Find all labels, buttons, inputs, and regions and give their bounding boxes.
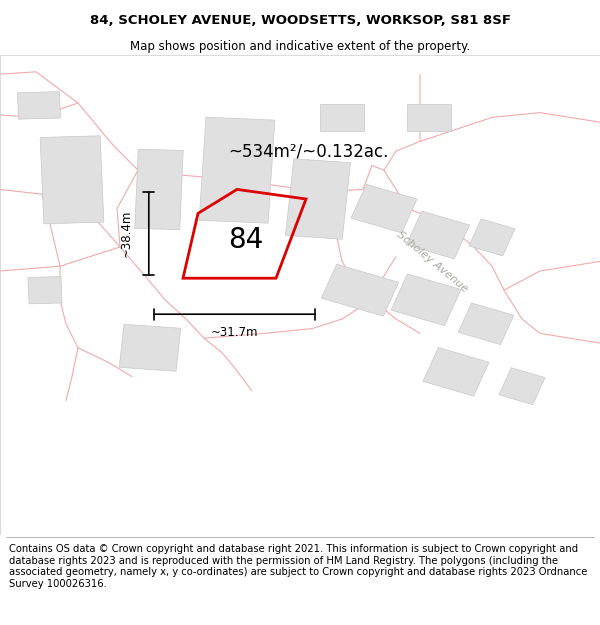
- Text: ~31.7m: ~31.7m: [211, 326, 259, 339]
- Polygon shape: [40, 136, 104, 224]
- Text: 84: 84: [229, 226, 263, 254]
- Polygon shape: [406, 211, 470, 259]
- Polygon shape: [351, 184, 417, 233]
- Polygon shape: [391, 274, 461, 326]
- Text: Scholey Avenue: Scholey Avenue: [395, 229, 469, 294]
- Polygon shape: [321, 264, 399, 316]
- Polygon shape: [135, 149, 183, 229]
- Polygon shape: [499, 368, 545, 404]
- Polygon shape: [423, 348, 489, 396]
- Text: ~38.4m: ~38.4m: [119, 210, 133, 258]
- Polygon shape: [28, 276, 62, 304]
- Polygon shape: [119, 324, 181, 371]
- Text: Contains OS data © Crown copyright and database right 2021. This information is : Contains OS data © Crown copyright and d…: [9, 544, 587, 589]
- Polygon shape: [199, 118, 275, 223]
- Polygon shape: [17, 92, 61, 119]
- Text: 84, SCHOLEY AVENUE, WOODSETTS, WORKSOP, S81 8SF: 84, SCHOLEY AVENUE, WOODSETTS, WORKSOP, …: [89, 14, 511, 27]
- Polygon shape: [320, 104, 364, 131]
- Polygon shape: [286, 159, 350, 239]
- Text: ~534m²/~0.132ac.: ~534m²/~0.132ac.: [228, 142, 388, 160]
- Text: Map shows position and indicative extent of the property.: Map shows position and indicative extent…: [130, 39, 470, 52]
- Polygon shape: [458, 303, 514, 344]
- Polygon shape: [407, 104, 451, 131]
- Polygon shape: [469, 219, 515, 256]
